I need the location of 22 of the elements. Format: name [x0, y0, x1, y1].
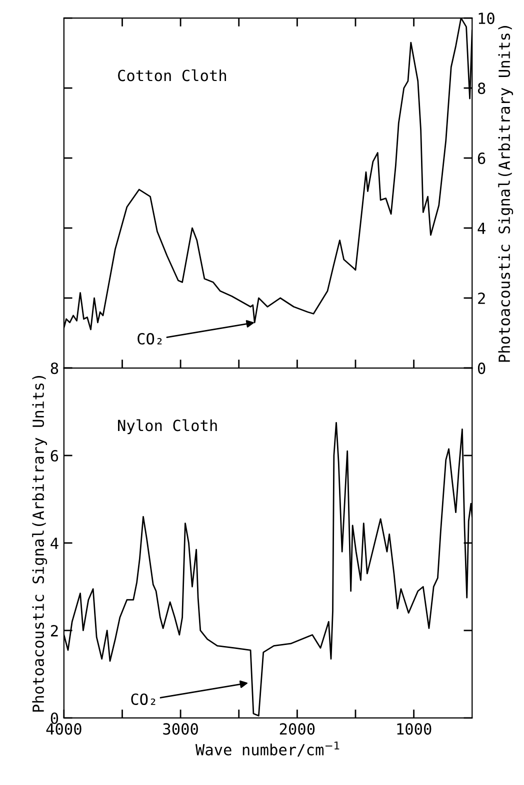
y-tick-label: 2	[51, 624, 58, 636]
y-tick-label: 4	[50, 538, 58, 549]
y2-axis-title: Photoacoustic Signal(Arbitrary Units)	[498, 26, 514, 362]
x-tick-label: 3000	[163, 723, 198, 735]
y-tick-label: 6	[50, 450, 58, 462]
y-tick-label: 8	[50, 362, 58, 374]
annotation: Nylon Cloth	[118, 419, 217, 434]
annotation: Cotton Cloth	[118, 69, 226, 82]
x-tick-label: 4000	[46, 723, 82, 735]
y-tick-label: 4	[478, 222, 486, 234]
y-tick-label: 8	[478, 82, 486, 94]
y-tick-label: 0	[50, 712, 58, 724]
y-axis-title: Photoacoustic Signal(Arbitrary Units)	[32, 376, 48, 712]
x-axis-title: Wave number/cm$^{−1}$	[195, 742, 340, 757]
y-tick-label: 10	[478, 12, 494, 24]
annotation: CO₂	[138, 333, 162, 345]
y-tick-label: 2	[478, 292, 485, 304]
x-tick-label: 2000	[280, 723, 315, 735]
y-tick-label: 6	[478, 152, 486, 164]
y-tick-label: 0	[478, 362, 486, 374]
annotation: CO₂	[131, 693, 156, 706]
x-tick-label: 1000	[397, 723, 432, 735]
